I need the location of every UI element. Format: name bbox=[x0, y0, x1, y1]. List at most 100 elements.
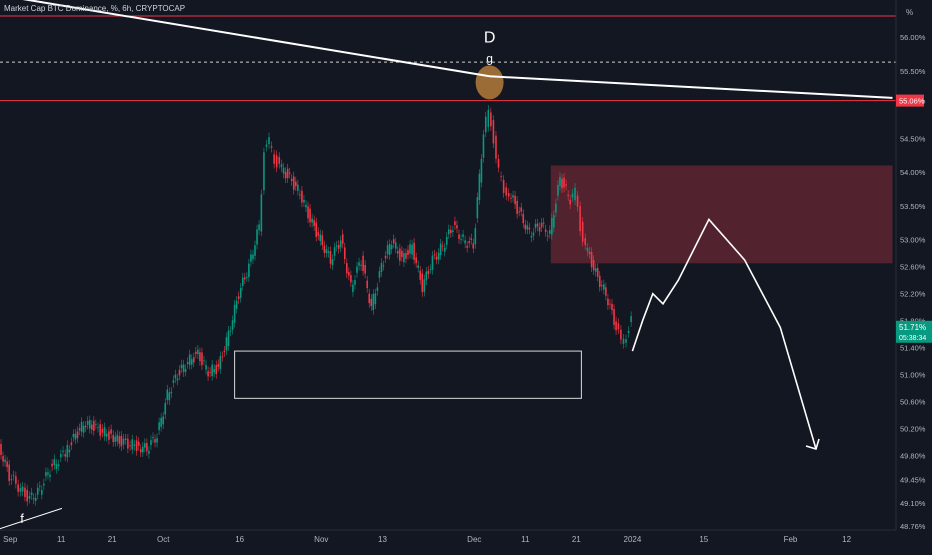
candle-body bbox=[423, 279, 426, 292]
candle-body bbox=[358, 262, 360, 266]
candle-body bbox=[333, 247, 336, 256]
candle-body bbox=[195, 351, 197, 354]
candle-body bbox=[319, 234, 322, 241]
candle-body bbox=[407, 250, 409, 255]
candle-body bbox=[528, 227, 531, 230]
candle-body bbox=[584, 238, 587, 246]
candle-body bbox=[437, 253, 440, 260]
candle-body bbox=[321, 235, 324, 246]
candle-body bbox=[462, 234, 464, 237]
candle-body bbox=[392, 239, 395, 244]
candle-body bbox=[268, 137, 270, 145]
candle-body bbox=[382, 265, 385, 267]
candle-body bbox=[627, 330, 630, 333]
candle-body bbox=[209, 371, 211, 373]
candle-body bbox=[378, 271, 381, 278]
candle-body bbox=[362, 255, 364, 272]
price-tick-label: 56.00% bbox=[900, 33, 926, 42]
candle-body bbox=[160, 417, 162, 427]
candle-body bbox=[237, 296, 240, 300]
candle-body bbox=[356, 266, 358, 273]
candle-body bbox=[405, 253, 407, 259]
candle-body bbox=[454, 221, 456, 226]
candle-body bbox=[603, 284, 605, 290]
candle-body bbox=[76, 431, 79, 439]
candle-body bbox=[227, 330, 230, 347]
candle-body bbox=[520, 207, 523, 212]
candle-body bbox=[78, 428, 81, 431]
candle-body bbox=[581, 221, 584, 242]
candle-body bbox=[380, 263, 383, 273]
candle-body bbox=[472, 243, 475, 249]
candle-body bbox=[497, 159, 500, 168]
candle-body bbox=[190, 359, 193, 365]
candle-body bbox=[553, 215, 555, 228]
candle-body bbox=[2, 456, 4, 462]
candle-body bbox=[211, 364, 213, 376]
candle-body bbox=[184, 369, 187, 372]
candle-body bbox=[456, 225, 458, 229]
candle-body bbox=[26, 489, 28, 502]
candle-body bbox=[213, 369, 215, 373]
candle-body bbox=[221, 356, 224, 358]
candle-body bbox=[315, 222, 317, 237]
candle-body bbox=[205, 365, 207, 370]
candle-body bbox=[170, 391, 173, 394]
candle-body bbox=[607, 298, 609, 306]
price-tick-label: 49.10% bbox=[900, 499, 926, 508]
candle-body bbox=[561, 178, 563, 189]
resistance-badge bbox=[896, 94, 924, 107]
candle-body bbox=[108, 431, 110, 440]
candle-body bbox=[307, 206, 309, 219]
candle-body bbox=[28, 495, 31, 499]
candle-body bbox=[507, 193, 510, 197]
candle-body bbox=[474, 228, 477, 245]
candle-body bbox=[339, 240, 342, 248]
candle-body bbox=[295, 181, 297, 187]
candle-body bbox=[43, 483, 45, 486]
candle-body bbox=[313, 220, 315, 227]
candle-body bbox=[305, 204, 307, 208]
candle-body bbox=[118, 436, 121, 444]
candle-body bbox=[510, 197, 512, 199]
candle-body bbox=[186, 361, 189, 364]
candle-body bbox=[431, 255, 434, 270]
candle-body bbox=[97, 427, 99, 429]
price-axis-panel[interactable] bbox=[896, 0, 932, 550]
candle-body bbox=[435, 256, 438, 260]
current-price-label: 51.71% bbox=[899, 323, 926, 332]
candle-body bbox=[403, 253, 405, 263]
candle-body bbox=[341, 234, 344, 244]
candle-body bbox=[343, 247, 346, 260]
candle-body bbox=[246, 276, 248, 278]
candle-body bbox=[495, 135, 497, 159]
candle-body bbox=[148, 450, 150, 454]
price-tick-label: 50.60% bbox=[900, 398, 926, 407]
candle-body bbox=[512, 195, 514, 198]
candle-body bbox=[514, 195, 516, 205]
candle-body bbox=[354, 280, 356, 285]
candle-body bbox=[15, 476, 17, 484]
candle-body bbox=[166, 389, 169, 400]
candle-body bbox=[273, 154, 275, 164]
candle-body bbox=[197, 349, 199, 355]
candle-body bbox=[522, 213, 525, 224]
candle-body bbox=[70, 442, 73, 446]
candle-body bbox=[590, 252, 593, 268]
candle-body bbox=[622, 338, 625, 344]
candle-body bbox=[158, 422, 160, 431]
candle-body bbox=[36, 487, 39, 495]
candle-body bbox=[124, 438, 127, 441]
candle-body bbox=[620, 329, 622, 340]
candle-body bbox=[615, 321, 617, 331]
candle-body bbox=[348, 272, 350, 276]
candle-body bbox=[260, 194, 263, 232]
candle-body bbox=[116, 434, 119, 442]
candle-body bbox=[559, 177, 561, 187]
candle-body bbox=[168, 392, 171, 401]
candle-body bbox=[415, 257, 417, 264]
candle-body bbox=[605, 287, 607, 296]
candle-body bbox=[74, 433, 77, 440]
